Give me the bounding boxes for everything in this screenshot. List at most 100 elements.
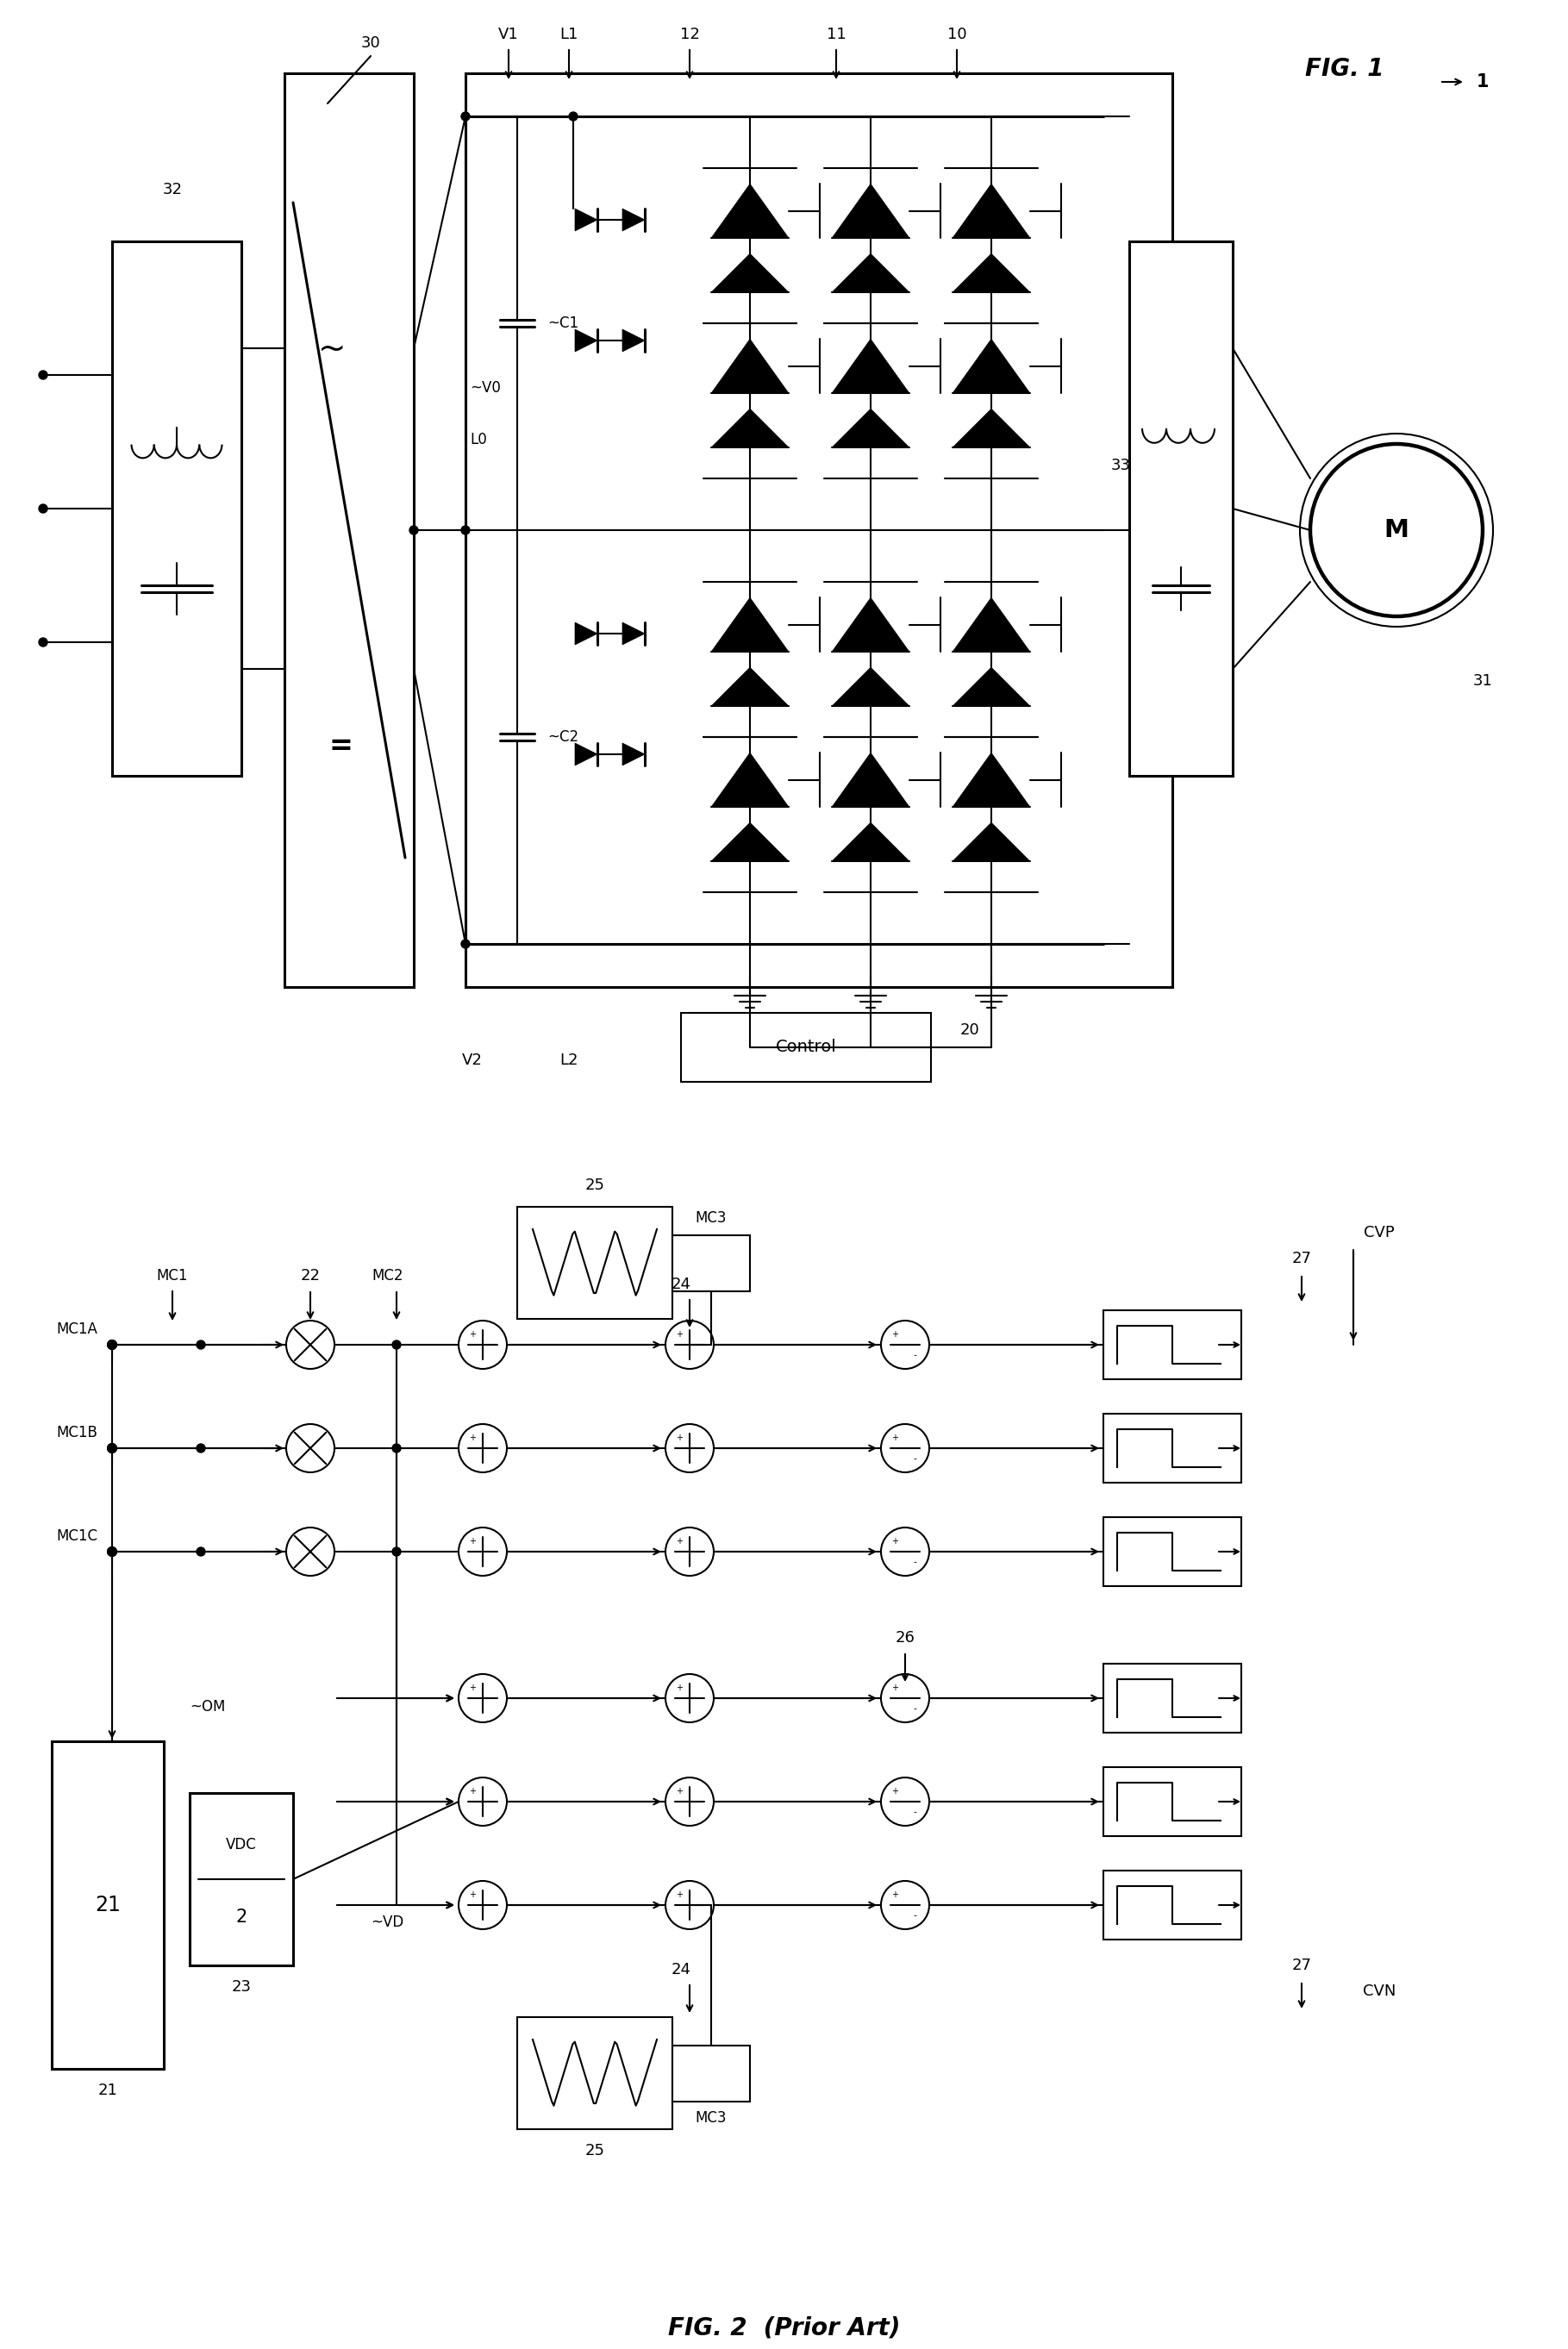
- Text: 20: 20: [960, 1022, 980, 1038]
- Circle shape: [392, 1341, 401, 1348]
- Circle shape: [392, 1445, 401, 1452]
- Text: L2: L2: [560, 1052, 579, 1069]
- Text: +: +: [676, 1433, 684, 1442]
- Text: CVN: CVN: [1363, 1983, 1396, 1999]
- Text: MC1C: MC1C: [56, 1529, 97, 1543]
- Polygon shape: [712, 752, 789, 806]
- Text: 31: 31: [1472, 674, 1493, 688]
- Text: -: -: [914, 1351, 917, 1360]
- Text: MC1A: MC1A: [56, 1322, 97, 1337]
- Circle shape: [196, 1445, 205, 1452]
- Polygon shape: [833, 667, 909, 707]
- Text: 24: 24: [671, 1961, 691, 1978]
- Text: +: +: [469, 1891, 477, 1900]
- Circle shape: [881, 1320, 930, 1369]
- Bar: [1104, 1663, 1242, 1734]
- Text: FIG. 1: FIG. 1: [1305, 56, 1385, 80]
- Polygon shape: [575, 742, 597, 766]
- Text: 26: 26: [895, 1630, 916, 1647]
- Bar: [52, 1741, 163, 2069]
- Bar: [517, 2018, 673, 2128]
- Bar: [466, 73, 1173, 987]
- Polygon shape: [952, 183, 1030, 237]
- Circle shape: [665, 1778, 713, 1825]
- Text: -: -: [914, 1703, 917, 1712]
- Text: +: +: [676, 1536, 684, 1546]
- Circle shape: [39, 371, 47, 378]
- Polygon shape: [622, 622, 644, 644]
- Text: 25: 25: [585, 1177, 605, 1193]
- Bar: [190, 1792, 293, 1966]
- Text: M: M: [1385, 519, 1410, 543]
- Circle shape: [409, 526, 419, 536]
- Text: VDC: VDC: [226, 1837, 257, 1853]
- Text: ~VD: ~VD: [370, 1914, 403, 1931]
- Polygon shape: [575, 329, 597, 352]
- Text: =: =: [328, 731, 353, 759]
- Text: 22: 22: [301, 1268, 320, 1283]
- Circle shape: [39, 505, 47, 512]
- Text: L0: L0: [470, 432, 486, 446]
- Circle shape: [196, 1548, 205, 1555]
- Text: 33: 33: [1110, 458, 1131, 472]
- Text: 25: 25: [585, 2142, 605, 2159]
- Bar: [1104, 1414, 1242, 1482]
- Polygon shape: [952, 822, 1030, 862]
- Circle shape: [569, 113, 577, 120]
- Text: ~OM: ~OM: [190, 1698, 226, 1715]
- Text: 27: 27: [1292, 1957, 1311, 1973]
- Circle shape: [108, 1548, 116, 1555]
- Polygon shape: [833, 597, 909, 651]
- Text: MC3: MC3: [696, 2112, 728, 2126]
- Text: V2: V2: [463, 1052, 483, 1069]
- Text: -: -: [914, 1454, 917, 1463]
- Text: -: -: [914, 1910, 917, 1919]
- Text: +: +: [892, 1788, 898, 1795]
- Circle shape: [458, 1320, 506, 1369]
- Polygon shape: [952, 254, 1030, 291]
- Polygon shape: [833, 752, 909, 806]
- Polygon shape: [833, 822, 909, 862]
- Circle shape: [39, 639, 47, 646]
- Polygon shape: [712, 183, 789, 237]
- Bar: [1104, 1870, 1242, 1940]
- Circle shape: [665, 1675, 713, 1722]
- Text: CVP: CVP: [1364, 1224, 1394, 1240]
- Polygon shape: [622, 209, 644, 230]
- Text: ~C1: ~C1: [547, 315, 579, 331]
- Text: -: -: [914, 1806, 917, 1816]
- Text: FIG. 2  (Prior Art): FIG. 2 (Prior Art): [668, 2316, 900, 2340]
- Circle shape: [392, 1548, 401, 1555]
- Text: 32: 32: [163, 181, 182, 197]
- Text: +: +: [469, 1684, 477, 1691]
- Text: +: +: [676, 1788, 684, 1795]
- Polygon shape: [833, 254, 909, 291]
- Text: 27: 27: [1292, 1250, 1311, 1266]
- Circle shape: [461, 526, 470, 536]
- Text: Control: Control: [776, 1038, 836, 1055]
- Circle shape: [458, 1423, 506, 1473]
- Polygon shape: [712, 254, 789, 291]
- Circle shape: [461, 113, 470, 120]
- Polygon shape: [712, 822, 789, 862]
- Bar: [111, 242, 241, 775]
- Text: V1: V1: [499, 26, 519, 42]
- Polygon shape: [952, 338, 1030, 392]
- Polygon shape: [952, 597, 1030, 651]
- Text: +: +: [892, 1330, 898, 1339]
- Text: +: +: [469, 1330, 477, 1339]
- Text: +: +: [892, 1684, 898, 1691]
- Text: MC1B: MC1B: [56, 1426, 97, 1440]
- Text: 21: 21: [97, 2084, 118, 2098]
- Circle shape: [458, 1778, 506, 1825]
- Text: +: +: [892, 1536, 898, 1546]
- Text: +: +: [469, 1536, 477, 1546]
- Text: +: +: [892, 1891, 898, 1900]
- Text: 23: 23: [232, 1980, 251, 1994]
- Bar: [517, 1207, 673, 1318]
- Text: L1: L1: [560, 26, 579, 42]
- Text: +: +: [469, 1433, 477, 1442]
- Circle shape: [458, 1882, 506, 1929]
- Polygon shape: [575, 209, 597, 230]
- Circle shape: [196, 1341, 205, 1348]
